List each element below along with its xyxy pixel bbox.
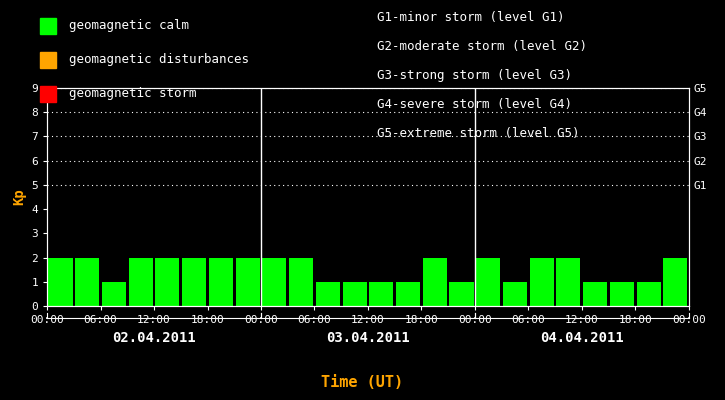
Text: G1-minor storm (level G1): G1-minor storm (level G1) [377,12,565,24]
Text: geomagnetic storm: geomagnetic storm [69,88,196,100]
Bar [503,282,527,306]
Bar [182,258,206,306]
Bar [342,282,367,306]
Text: G5-extreme storm (level G5): G5-extreme storm (level G5) [377,127,579,140]
Bar [236,258,260,306]
Text: 04.04.2011: 04.04.2011 [540,331,624,345]
Bar [209,258,233,306]
Text: geomagnetic disturbances: geomagnetic disturbances [69,54,249,66]
Bar [610,282,634,306]
Bar [128,258,153,306]
Text: 03.04.2011: 03.04.2011 [326,331,410,345]
Text: G2-moderate storm (level G2): G2-moderate storm (level G2) [377,40,587,53]
Bar [476,258,500,306]
Bar [289,258,313,306]
Text: 02.04.2011: 02.04.2011 [112,331,196,345]
Bar [637,282,660,306]
Bar [369,282,394,306]
Bar [423,258,447,306]
Y-axis label: Kp: Kp [12,189,26,205]
Bar [155,258,180,306]
Bar [530,258,554,306]
Bar [396,282,420,306]
Bar [102,282,126,306]
Bar [262,258,286,306]
Text: G3-strong storm (level G3): G3-strong storm (level G3) [377,69,572,82]
Bar [450,282,473,306]
Bar [663,258,687,306]
Bar [583,282,608,306]
Bar [556,258,581,306]
Bar [75,258,99,306]
Bar [49,258,72,306]
Text: Time (UT): Time (UT) [321,375,404,390]
Text: G4-severe storm (level G4): G4-severe storm (level G4) [377,98,572,111]
Bar [316,282,340,306]
Text: geomagnetic calm: geomagnetic calm [69,20,189,32]
